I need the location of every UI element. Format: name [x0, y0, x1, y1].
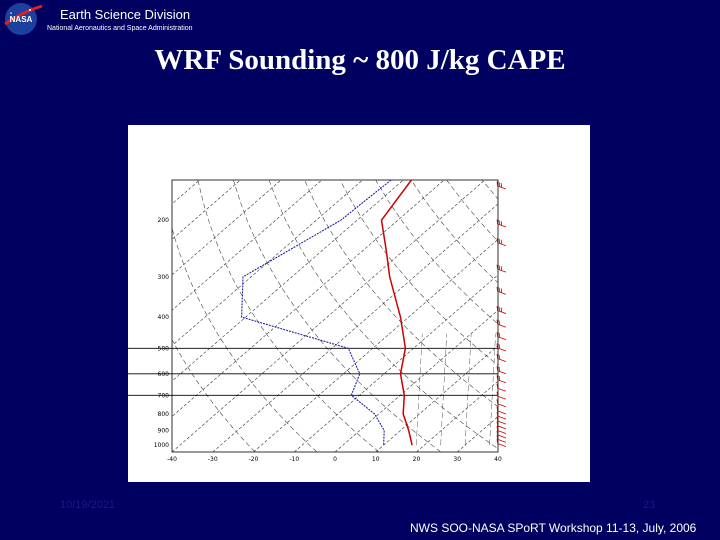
wind-barb: [496, 343, 507, 352]
moist-adiabat-line: [440, 333, 448, 446]
temperature-tick-label: 20: [413, 456, 421, 463]
org-subtitle: National Aeronautics and Space Administr…: [47, 25, 193, 32]
temperature-tick-label: 0: [333, 456, 337, 463]
wind-barb: [496, 286, 507, 295]
isotherm-line: [128, 180, 159, 452]
isotherm-line: [375, 345, 498, 452]
pressure-tick-label: 400: [158, 314, 170, 321]
dry-adiabat-line: [375, 180, 498, 325]
page-number: 23: [643, 499, 656, 511]
wind-barb: [496, 421, 507, 430]
wind-barb: [496, 181, 507, 190]
isotherm-line: [172, 180, 241, 240]
dry-adiabat-line: [172, 338, 256, 452]
wind-barb: [496, 406, 507, 415]
dewpoint-profile-line: [241, 180, 392, 446]
dry-adiabat-line: [197, 180, 380, 452]
org-title: Earth Science Division: [60, 7, 191, 22]
wind-barb: [496, 416, 507, 425]
temperature-tick-label: -40: [167, 456, 177, 463]
wind-barb: [496, 383, 507, 392]
isotherm-line: [172, 180, 322, 311]
logo-wordmark: NASA: [10, 15, 33, 24]
temperature-tick-label: 30: [453, 456, 461, 463]
isotherm-line: [172, 180, 445, 417]
isotherm-line: [172, 180, 282, 276]
wind-barb: [496, 332, 507, 341]
dry-adiabat-line: [172, 226, 318, 452]
temperature-tick-label: 40: [494, 456, 502, 463]
wind-barb: [496, 434, 507, 443]
footer-date: 10/19/2021: [60, 499, 116, 511]
temperature-profile-line: [380, 180, 413, 446]
pressure-tick-label: 500: [158, 345, 170, 352]
dry-adiabat-line: [268, 180, 498, 449]
isotherm-line: [212, 203, 498, 452]
moist-adiabat-line: [415, 333, 423, 446]
isotherm-line: [334, 309, 498, 452]
wind-barb: [496, 375, 507, 384]
temperature-tick-label: -30: [208, 456, 218, 463]
wind-barb: [496, 219, 507, 228]
pressure-tick-label: 900: [158, 427, 170, 434]
wind-barb: [496, 399, 507, 408]
pressure-tick-label: 1000: [154, 442, 169, 449]
wind-barb: [496, 425, 507, 434]
isotherm-line: [497, 451, 498, 452]
wind-barb: [496, 238, 507, 247]
skewt-diagram: 200 300 400 500 600 700 800 900 1000 -40 -30 -20 -10…: [128, 125, 590, 482]
dry-adiabat-line: [553, 180, 590, 452]
nasa-logo-icon: NASA: [4, 3, 43, 35]
dry-adiabat-line: [589, 180, 590, 452]
wind-barb: [496, 439, 507, 447]
temperature-tick-label: -10: [289, 456, 299, 463]
isotherm-line: [253, 238, 498, 452]
pressure-tick-label: 600: [158, 371, 170, 378]
isotherm-line: [172, 180, 485, 452]
isotherm-line: [172, 180, 404, 382]
slide-title: WRF Sounding ~ 800 J/kg CAPE: [154, 44, 566, 76]
dry-adiabat-line: [410, 180, 498, 284]
moist-adiabat-line: [489, 333, 496, 446]
footer-event: NWS SOO-NASA SPoRT Workshop 11-13, July,…: [410, 521, 697, 535]
wind-barb: [496, 411, 507, 420]
pressure-tick-label: 300: [158, 274, 170, 281]
wind-barb: [496, 264, 507, 273]
pressure-tick-label: 800: [158, 411, 170, 418]
dry-adiabat-line: [518, 180, 590, 452]
pressure-tick-label: 700: [158, 392, 170, 399]
temperature-tick-label: 10: [372, 456, 380, 463]
moist-adiabat-line: [464, 333, 472, 446]
wind-barb: [496, 430, 507, 439]
wind-barb: [496, 354, 507, 362]
dry-adiabat-line: [304, 180, 498, 408]
dry-adiabat-line: [233, 180, 442, 452]
isotherm-line: [294, 274, 498, 452]
isotherm-line: [416, 380, 498, 452]
dry-adiabat-line: [339, 180, 498, 366]
wind-barb: [496, 366, 507, 375]
dry-adiabat-line: [446, 180, 498, 242]
isotherm-line: [457, 416, 498, 452]
wind-barb: [496, 319, 507, 328]
plot-border: [171, 179, 499, 453]
pressure-tick-label: 200: [158, 217, 170, 224]
wind-barb: [496, 391, 507, 400]
temperature-tick-label: -20: [249, 456, 259, 463]
wind-barb: [496, 305, 507, 314]
isotherm-line: [172, 180, 363, 347]
